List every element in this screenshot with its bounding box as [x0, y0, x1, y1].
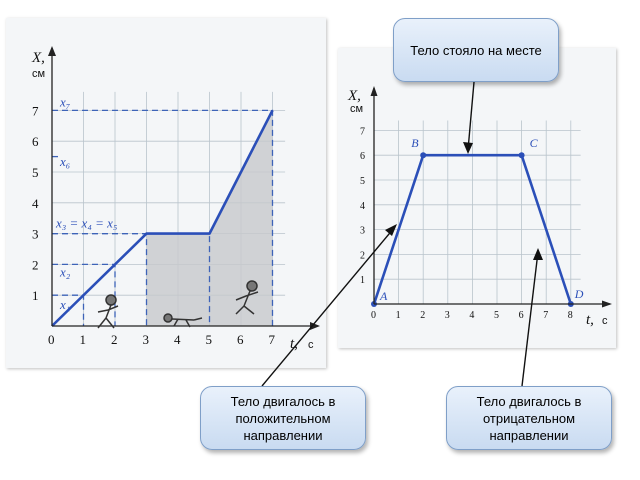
- y-tick-label: 5: [32, 165, 39, 180]
- x-tick-label: 7: [543, 310, 548, 321]
- x-tick-label: 4: [469, 310, 474, 321]
- x-tick-label: 7: [269, 332, 276, 347]
- y-tick-label: 5: [360, 176, 365, 187]
- axis-arrow-icon: [48, 46, 56, 56]
- running-figure-icon: [97, 294, 119, 329]
- point-label-b: B: [411, 136, 419, 150]
- right-position-time-graph: A B C D 0 1 2 3 4 5 6 7 8 1 2 3 4 5 6 7 X, см t, с: [347, 86, 612, 328]
- y-tick-label: 7: [360, 126, 365, 137]
- right-axes: [370, 86, 612, 308]
- axis-arrow-icon: [310, 322, 320, 330]
- point-label-d: D: [574, 287, 584, 301]
- y-tick-label: 1: [32, 288, 39, 303]
- x-tick-label: 0: [48, 332, 55, 347]
- x-tick-label: 1: [80, 332, 87, 347]
- point-label-a: A: [379, 289, 388, 303]
- left-shaded-area: [146, 110, 273, 327]
- x-tick-label: 3: [143, 332, 150, 347]
- x-tick-label: 2: [111, 332, 118, 347]
- right-y-axis-label: X,: [347, 88, 361, 104]
- axis-arrow-icon: [602, 300, 612, 308]
- y-tick-label: 4: [360, 201, 365, 212]
- point-label-c: C: [530, 136, 539, 150]
- x-tick-label: 2: [420, 310, 425, 321]
- label-x3-x4-x5: x₃ = x₄ = x₅: [55, 215, 117, 230]
- x-tick-label: 1: [396, 310, 401, 321]
- y-tick-label: 1: [360, 275, 365, 286]
- left-graph-panel: 0 1 2 3 4 5 6 7 1 2 3 4 5 6 7 X, см t, с x₇ x₆ x₃ = x₄…: [6, 18, 326, 368]
- x-tick-label: 6: [519, 310, 524, 321]
- x-tick-label: 8: [568, 310, 573, 321]
- right-x-axis-label: t,: [586, 312, 594, 328]
- x-tick-label: 5: [206, 332, 213, 347]
- x-tick-label: 0: [371, 310, 376, 321]
- left-y-axis-label: X,: [31, 50, 45, 66]
- callout-stood: Тело стояло на месте: [393, 18, 559, 82]
- label-x1: x₁: [59, 297, 70, 312]
- x-tick-label: 4: [174, 332, 181, 347]
- left-position-time-graph: 0 1 2 3 4 5 6 7 1 2 3 4 5 6 7 X, см t, с x₇ x₆ x₃ = x₄…: [31, 46, 320, 352]
- left-x-axis-label: t,: [290, 336, 298, 352]
- left-y-unit: см: [32, 68, 45, 80]
- y-tick-label: 3: [360, 226, 365, 237]
- x-tick-label: 6: [237, 332, 244, 347]
- right-points: A B C D: [371, 136, 584, 307]
- label-x2: x₂: [59, 265, 71, 280]
- callout-positive: Тело двигалось в положительном направлен…: [200, 386, 366, 450]
- y-tick-label: 2: [32, 257, 39, 272]
- y-tick-label: 2: [360, 250, 365, 261]
- projection-line: [52, 232, 211, 326]
- callout-negative: Тело двигалось в отрицательном направлен…: [446, 386, 612, 450]
- right-y-unit: см: [350, 103, 363, 115]
- x-tick-label: 5: [494, 310, 499, 321]
- y-tick-label: 7: [32, 103, 39, 118]
- x-tick-label: 3: [445, 310, 450, 321]
- right-graph-panel: A B C D 0 1 2 3 4 5 6 7 8 1 2 3 4 5 6 7 X, см t, с: [338, 48, 616, 348]
- axis-arrow-icon: [370, 86, 378, 96]
- label-x6: x₆: [59, 154, 70, 169]
- label-x7: x₇: [59, 94, 71, 109]
- right-x-unit: с: [602, 315, 608, 327]
- lying-figure-icon: [163, 313, 203, 328]
- y-tick-label: 6: [360, 151, 365, 162]
- y-tick-label: 3: [32, 227, 39, 242]
- left-x-unit: с: [308, 339, 314, 351]
- running-figure-icon: [235, 280, 259, 315]
- left-position-line: [51, 109, 274, 327]
- y-tick-label: 4: [32, 196, 39, 211]
- point-b: [420, 152, 427, 159]
- y-tick-label: 6: [32, 134, 39, 149]
- point-c: [518, 152, 525, 159]
- right-position-line: [372, 153, 573, 305]
